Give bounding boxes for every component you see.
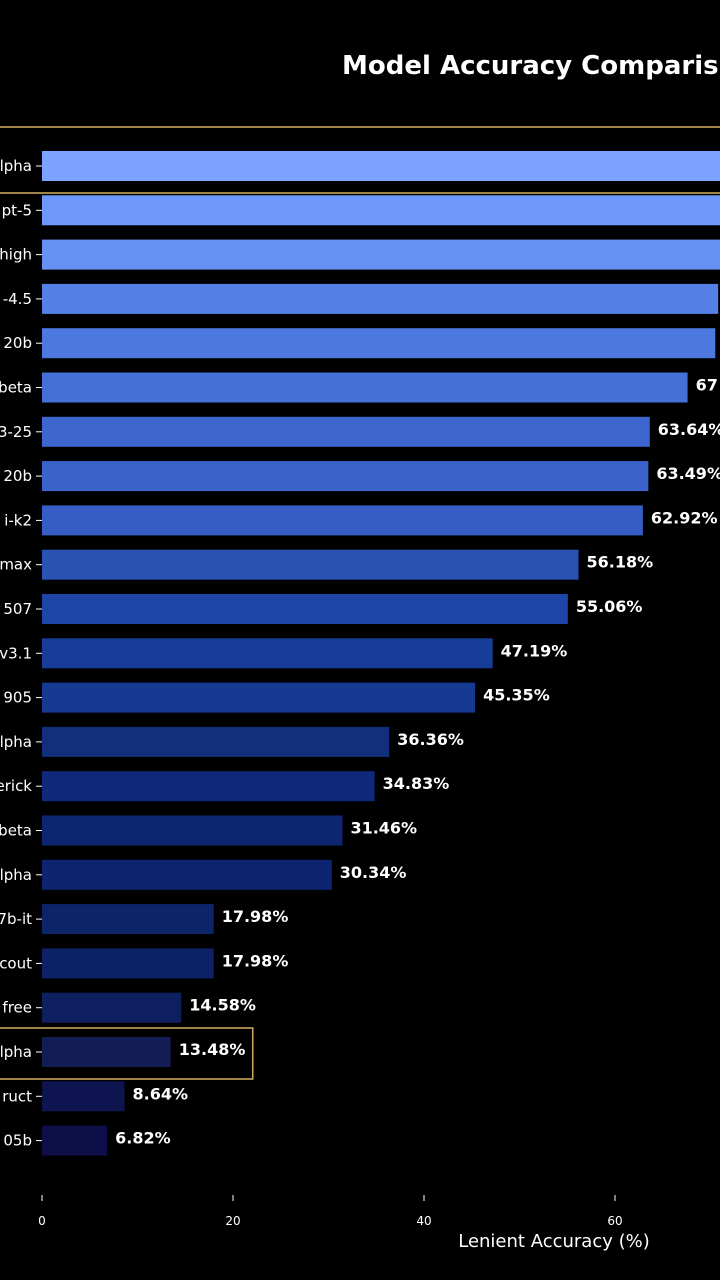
bar — [42, 1125, 108, 1156]
bar — [42, 151, 720, 181]
data-label: 55.06% — [576, 597, 643, 616]
bar — [42, 992, 182, 1023]
data-label: 36.36% — [397, 730, 464, 749]
bar — [42, 815, 343, 846]
bar — [42, 549, 579, 580]
x-axis: 0 20 40 60 — [38, 1195, 623, 1228]
y-tick-label: high — [0, 246, 32, 264]
y-tick-label: 05b — [3, 1132, 32, 1150]
data-label: 17.98% — [222, 907, 289, 926]
y-tick-label: 3-25 — [0, 423, 32, 441]
y-tick-label: lpha — [0, 733, 32, 751]
highlight-frame — [0, 126, 720, 194]
highlight-layer — [0, 126, 720, 1080]
data-label: 67 — [696, 376, 718, 395]
bar — [42, 904, 214, 935]
data-label: 14.58% — [189, 996, 256, 1015]
y-tick-label: pt-5 — [2, 201, 32, 219]
data-label: 47.19% — [501, 641, 568, 660]
y-tick-label: 7b-it — [0, 910, 32, 928]
data-label: 6.82% — [115, 1129, 171, 1148]
x-tick-label: 0 — [38, 1214, 46, 1228]
y-axis-labels: lpha pt-5 high -4.5 20b beta 3-25 20b i-k2 max 507… — [0, 157, 42, 1150]
data-label: 63.49% — [656, 464, 720, 483]
y-tick-label: i-k2 — [4, 511, 32, 529]
bar — [42, 771, 375, 802]
data-label: 62.92% — [651, 508, 718, 527]
bar — [42, 372, 688, 403]
bar — [42, 682, 476, 713]
data-label: 56.18% — [587, 553, 654, 572]
y-tick-label: -4.5 — [3, 290, 32, 308]
bars-layer — [42, 151, 720, 1156]
chart-title: Model Accuracy Comparis — [342, 51, 719, 81]
x-axis-label: Lenient Accuracy (%) — [458, 1231, 650, 1252]
bar — [42, 195, 720, 226]
bar — [42, 726, 390, 757]
y-tick-label: v3.1 — [0, 644, 32, 662]
y-tick-label: 507 — [3, 600, 32, 618]
bar — [42, 505, 643, 536]
y-tick-label: beta — [0, 822, 32, 840]
y-tick-label: lpha — [0, 866, 32, 884]
data-label: 45.35% — [483, 686, 550, 705]
data-label: 13.48% — [179, 1040, 246, 1059]
y-tick-label: 20b — [3, 467, 32, 485]
bar — [42, 328, 716, 359]
bar — [42, 239, 720, 270]
bar — [42, 594, 568, 624]
bar — [42, 948, 214, 979]
y-tick-label: ruct — [2, 1087, 32, 1105]
y-tick-label: lpha — [0, 157, 32, 175]
bar — [42, 859, 332, 890]
x-tick-label: 60 — [607, 1214, 622, 1228]
y-tick-label: beta — [0, 379, 32, 397]
data-label: 31.46% — [350, 819, 417, 838]
data-label: 17.98% — [222, 951, 289, 970]
data-label: 34.83% — [383, 774, 450, 793]
y-tick-label: max — [0, 556, 32, 574]
x-tick-label: 40 — [416, 1214, 431, 1228]
y-tick-label: cout — [0, 954, 32, 972]
bar — [42, 638, 493, 669]
y-tick-label: erick — [0, 777, 32, 795]
y-tick-label: lpha — [0, 1043, 32, 1061]
y-tick-label: 20b — [3, 334, 32, 352]
bar — [42, 283, 719, 314]
highlight-frame — [0, 1027, 254, 1080]
data-label: 30.34% — [340, 863, 407, 882]
y-tick-label: free — [2, 999, 32, 1017]
data-label: 63.64% — [658, 420, 720, 439]
bar — [42, 416, 650, 447]
bar — [42, 461, 649, 492]
bar — [42, 1081, 125, 1112]
x-tick-label: 20 — [225, 1214, 240, 1228]
bar — [42, 1037, 171, 1067]
value-labels: 67 63.64% 63.49% 62.92% 56.18% 55.06% 47.19% 45… — [115, 376, 720, 1148]
y-tick-label: 905 — [3, 689, 32, 707]
data-label: 8.64% — [133, 1084, 189, 1103]
